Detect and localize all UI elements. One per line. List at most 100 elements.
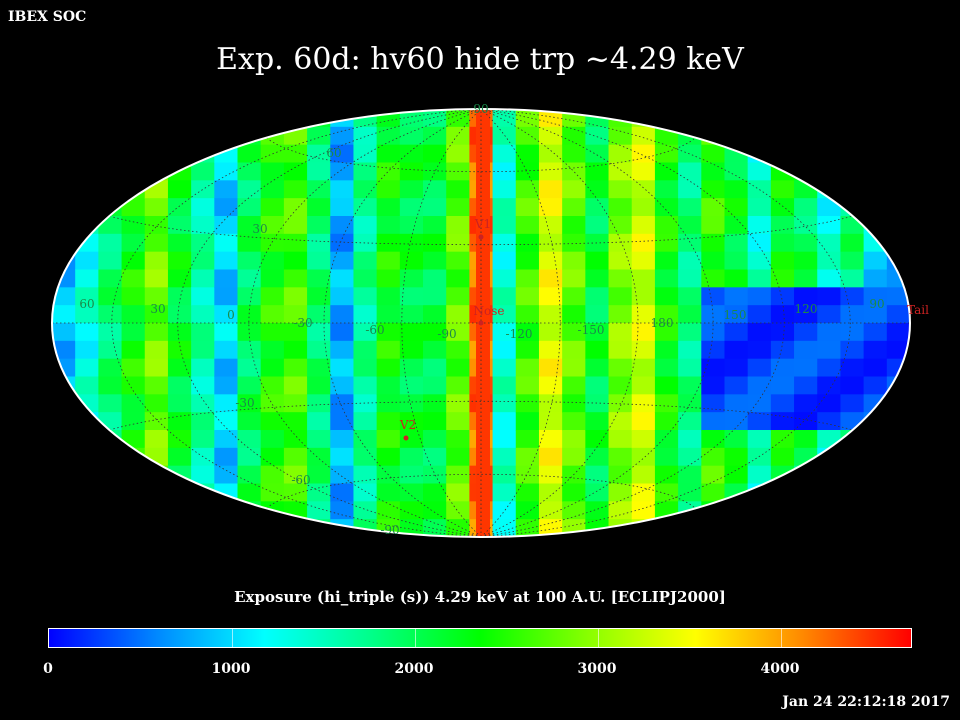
map-pixel xyxy=(307,412,331,431)
map-pixel xyxy=(191,519,215,537)
map-pixel xyxy=(817,198,842,217)
map-pixel xyxy=(747,394,772,413)
map-pixel xyxy=(608,358,633,378)
map-pixel xyxy=(237,269,262,288)
map-pixel xyxy=(770,109,795,128)
map-pixel xyxy=(214,269,239,288)
map-pixel xyxy=(399,376,424,395)
map-pixel xyxy=(608,483,633,502)
map-pixel xyxy=(747,109,772,128)
meridian-line xyxy=(401,108,482,538)
map-pixel xyxy=(121,233,146,253)
map-pixel xyxy=(562,340,586,360)
map-pixel xyxy=(423,412,447,431)
map-pixel xyxy=(237,109,262,128)
map-pixel xyxy=(52,126,76,146)
map-pixel xyxy=(260,519,285,537)
map-pixel xyxy=(75,287,99,306)
map-pixel xyxy=(608,233,633,253)
map-pixel xyxy=(747,198,772,217)
map-pixel xyxy=(585,412,610,431)
map-pixel xyxy=(562,412,586,431)
map-pixel xyxy=(840,198,865,217)
map-pixel xyxy=(538,162,563,181)
coordinate-labels: 90 60 30 -30 -60 -90 60 30 0 -30 -60 -90… xyxy=(79,102,884,537)
map-pixel xyxy=(353,162,378,181)
map-pixel xyxy=(608,340,633,360)
map-pixel xyxy=(724,340,749,360)
map-pixel xyxy=(678,216,702,235)
map-pixel xyxy=(376,376,401,395)
map-pixel xyxy=(144,126,169,146)
map-pixel xyxy=(75,305,99,324)
map-pixel xyxy=(214,126,239,146)
map-pixel xyxy=(121,144,146,164)
map-pixel xyxy=(446,269,471,288)
map-pixel xyxy=(515,376,540,395)
map-pixel xyxy=(353,233,378,253)
map-pixel xyxy=(376,180,401,199)
map-pixel xyxy=(515,144,540,164)
colorbar-divider xyxy=(598,629,599,647)
map-pixel xyxy=(446,216,471,235)
map-pixel xyxy=(75,447,99,467)
map-pixel xyxy=(98,109,123,128)
map-pixel xyxy=(678,519,702,537)
map-pixel xyxy=(794,323,818,342)
meridian-line xyxy=(323,108,482,538)
map-pixel xyxy=(307,323,331,342)
map-pixel xyxy=(747,305,772,324)
map-pixel xyxy=(492,412,517,431)
map-pixel xyxy=(191,358,215,378)
map-pixel xyxy=(144,305,169,324)
map-pixel xyxy=(840,447,865,467)
map-pixel xyxy=(747,126,772,146)
map-pixel xyxy=(654,340,679,360)
map-pixel xyxy=(747,233,772,253)
map-pixel xyxy=(631,358,656,378)
map-pixel xyxy=(144,412,169,431)
map-pixel xyxy=(840,251,865,271)
map-pixel xyxy=(283,269,308,288)
map-pixel xyxy=(330,251,355,271)
map-pixel xyxy=(330,323,355,342)
map-pixel xyxy=(770,287,795,306)
map-pixel xyxy=(167,162,192,181)
map-pixel xyxy=(237,483,262,502)
map-pixel xyxy=(214,216,239,235)
map-pixel xyxy=(446,198,471,217)
map-pixel xyxy=(562,233,586,253)
map-pixel xyxy=(75,162,99,181)
map-pixel xyxy=(654,144,679,164)
map-pixel xyxy=(399,126,424,146)
map-pixel xyxy=(330,519,355,537)
map-pixel xyxy=(121,519,146,537)
map-pixel xyxy=(121,412,146,431)
map-pixel xyxy=(399,144,424,164)
map-pixel xyxy=(631,126,656,146)
map-pixel xyxy=(376,269,401,288)
map-pixel xyxy=(121,180,146,199)
map-pixel xyxy=(52,180,76,199)
lon-label-90: 90 xyxy=(869,297,884,311)
map-pixel xyxy=(98,483,123,502)
map-pixel xyxy=(631,394,656,413)
map-pixel xyxy=(423,144,447,164)
map-pixel xyxy=(423,340,447,360)
map-pixel xyxy=(817,519,842,537)
map-pixel xyxy=(121,447,146,467)
map-pixel xyxy=(121,376,146,395)
map-pixel xyxy=(515,465,540,485)
map-pixel xyxy=(608,430,633,449)
map-pixel xyxy=(191,501,215,520)
map-pixel xyxy=(886,305,910,324)
map-pixel xyxy=(817,412,842,431)
map-pixel xyxy=(144,269,169,288)
map-pixel xyxy=(585,126,610,146)
map-pixel xyxy=(538,519,563,537)
map-pixel xyxy=(214,233,239,253)
map-pixel xyxy=(52,305,76,324)
map-pixel xyxy=(260,305,285,324)
map-pixel xyxy=(817,287,842,306)
map-pixel xyxy=(446,447,471,467)
